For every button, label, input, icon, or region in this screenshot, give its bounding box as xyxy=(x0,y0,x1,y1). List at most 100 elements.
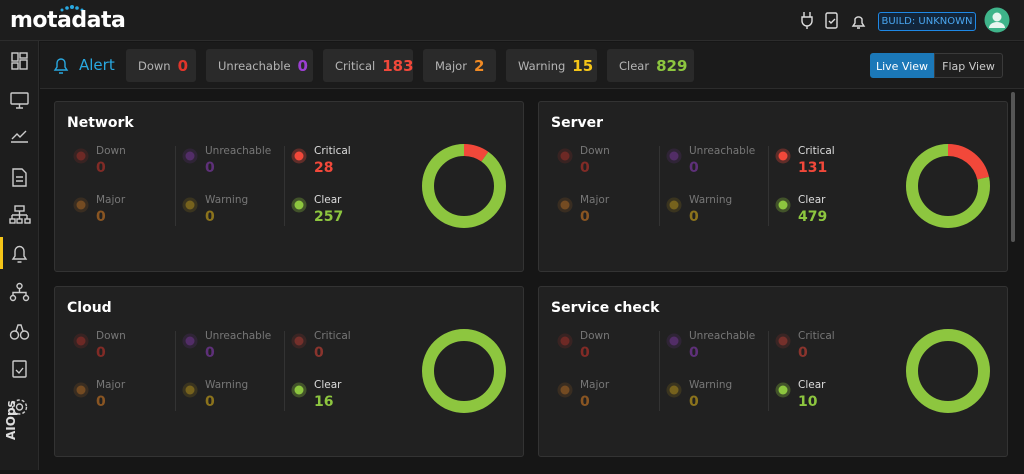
count-value: 2 xyxy=(473,56,485,75)
icon-dot xyxy=(560,385,570,395)
status-icon xyxy=(291,333,307,349)
sidebar xyxy=(0,41,39,470)
status-value: 0 xyxy=(205,160,215,176)
count-chip[interactable]: Major 2 xyxy=(423,49,496,82)
icon-dot xyxy=(778,151,788,161)
donut-segment xyxy=(906,329,990,413)
bell-icon[interactable] xyxy=(851,16,866,29)
clipboard-icon[interactable] xyxy=(825,12,838,29)
nav-topology[interactable] xyxy=(9,205,31,224)
icon-dot xyxy=(294,200,304,210)
status-value: 0 xyxy=(205,394,215,410)
status-icon xyxy=(182,148,198,164)
nav-alerts[interactable] xyxy=(11,245,28,263)
status-icon xyxy=(73,197,89,213)
status-value: 0 xyxy=(689,209,699,225)
status-label: Warning xyxy=(205,379,249,391)
count-chip[interactable]: Unreachable 0 xyxy=(206,49,313,82)
icon-dot xyxy=(294,385,304,395)
icon-halo xyxy=(666,333,682,349)
view-toggle[interactable]: Live View xyxy=(870,53,934,78)
donut-segment xyxy=(422,329,506,413)
nav-dashboard[interactable] xyxy=(11,52,28,70)
donut xyxy=(906,144,990,228)
status-value: 0 xyxy=(314,345,324,361)
status-icon xyxy=(775,382,791,398)
icon-dot xyxy=(185,151,195,161)
status-label: Down xyxy=(580,145,610,157)
nav-settings[interactable] xyxy=(11,399,28,415)
status-value: 0 xyxy=(580,209,590,225)
status-icon xyxy=(557,382,573,398)
panel-title: Cloud xyxy=(67,300,112,316)
status-label: Critical xyxy=(798,145,835,157)
icon-halo xyxy=(557,148,573,164)
status-icon xyxy=(291,197,307,213)
separator xyxy=(659,331,660,411)
icon-halo xyxy=(775,333,791,349)
status-label: Unreachable xyxy=(689,330,756,342)
count-value: 829 xyxy=(656,56,688,75)
count-chip[interactable]: Down 0 xyxy=(126,49,196,82)
status-value: 28 xyxy=(314,160,334,176)
status-label: Major xyxy=(580,194,610,206)
panel-title: Network xyxy=(67,115,134,131)
nav-reports[interactable] xyxy=(12,168,27,187)
separator xyxy=(768,146,769,226)
active-indicator xyxy=(0,237,3,269)
count-chip[interactable]: Clear 829 xyxy=(607,49,694,82)
view-toggle[interactable]: Flap View xyxy=(934,53,1003,78)
icon-dot xyxy=(76,200,86,210)
icon-dot xyxy=(560,151,570,161)
status-icon xyxy=(182,333,198,349)
nav-monitor[interactable] xyxy=(10,92,29,109)
status-icon xyxy=(73,382,89,398)
donut-segment xyxy=(906,144,990,228)
header: motadata BUILD: UNKNOWN xyxy=(0,0,1024,41)
icon-dot xyxy=(76,151,86,161)
status-label: Critical xyxy=(314,145,351,157)
aiops-label[interactable]: AIOps xyxy=(4,400,18,440)
count-value: 0 xyxy=(177,56,189,75)
panel: Service check Down 0 Unreachable 0 Critical 0 M… xyxy=(538,286,1008,457)
icon-dot xyxy=(560,336,570,346)
status-label: Clear xyxy=(798,379,826,391)
status-icon xyxy=(666,148,682,164)
donut xyxy=(422,329,506,413)
status-label: Major xyxy=(96,379,126,391)
status-label: Warning xyxy=(689,379,733,391)
status-label: Down xyxy=(580,330,610,342)
icon-halo xyxy=(73,333,89,349)
plug-icon[interactable] xyxy=(801,12,813,29)
icon-dot xyxy=(669,200,679,210)
nav-network[interactable] xyxy=(9,282,30,302)
status-label: Critical xyxy=(314,330,351,342)
nav-explorer[interactable] xyxy=(9,324,30,340)
status-icon xyxy=(557,148,573,164)
status-value: 0 xyxy=(689,160,699,176)
status-icon xyxy=(557,197,573,213)
icon-halo xyxy=(557,382,573,398)
count-label: Critical xyxy=(335,58,376,73)
icon-dot xyxy=(185,385,195,395)
scrollbar[interactable] xyxy=(1010,92,1016,242)
status-value: 0 xyxy=(580,160,590,176)
status-value: 0 xyxy=(580,345,590,361)
avatar[interactable] xyxy=(984,7,1010,33)
status-value: 0 xyxy=(96,209,106,225)
status-value: 0 xyxy=(580,394,590,410)
icon-halo xyxy=(557,333,573,349)
nav-tasks[interactable] xyxy=(12,360,27,378)
status-label: Major xyxy=(580,379,610,391)
icon-dot xyxy=(294,336,304,346)
status-label: Down xyxy=(96,145,126,157)
status-value: 0 xyxy=(798,345,808,361)
status-label: Down xyxy=(96,330,126,342)
logo[interactable]: motadata xyxy=(10,8,126,33)
status-label: Clear xyxy=(314,194,342,206)
nav-metrics[interactable] xyxy=(11,130,28,143)
status-icon xyxy=(291,148,307,164)
count-chip[interactable]: Warning 15 xyxy=(506,49,597,82)
icon-halo xyxy=(73,382,89,398)
count-chip[interactable]: Critical 183 xyxy=(323,49,414,82)
